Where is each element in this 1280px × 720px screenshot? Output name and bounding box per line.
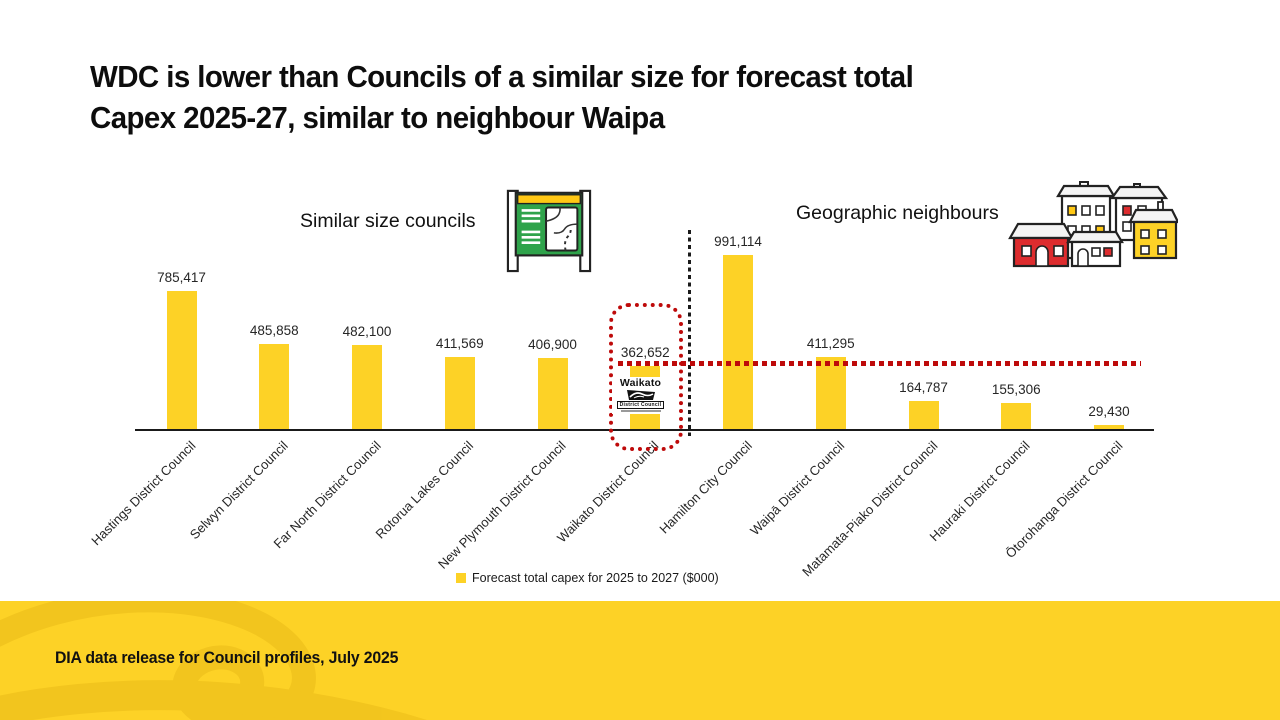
title-line-2: Capex 2025-27, similar to neighbour Waip… bbox=[90, 100, 665, 135]
value-label-hastings-district-council: 785,417 bbox=[157, 270, 206, 286]
category-label-selwyn-district-council: Selwyn District Council bbox=[186, 438, 291, 543]
koru-swirl-icon bbox=[626, 390, 655, 400]
x-axis-line bbox=[135, 429, 1154, 431]
footer-source-text: DIA data release for Council profiles, J… bbox=[55, 649, 399, 667]
category-label-waipā-district-council: Waipā District Council bbox=[747, 438, 848, 539]
value-label-waikato-district-council: 362,652 bbox=[620, 344, 670, 360]
waikato-district-council-logo: Waikato District Council bbox=[612, 377, 669, 414]
bar-hamilton-city-council bbox=[723, 255, 753, 430]
koru-swirl-decoration bbox=[0, 601, 427, 720]
category-label-hauraki-district-council: Hauraki District Council bbox=[926, 438, 1033, 545]
waikato-reference-dotted-line bbox=[618, 361, 1141, 366]
category-label-waikato-district-council: Waikato District Council bbox=[554, 438, 662, 546]
value-label-matamata-piako-district-council: 164,787 bbox=[899, 379, 948, 395]
value-label-waipā-district-council: 411,295 bbox=[806, 336, 855, 352]
logo-subtitle: District Council bbox=[616, 401, 665, 409]
bar-waipā-district-council bbox=[815, 357, 846, 430]
bar-matamata-piako-district-council bbox=[908, 400, 939, 430]
footer-band bbox=[0, 601, 1280, 720]
bar-selwyn-district-council bbox=[259, 344, 290, 430]
logo-title: Waikato bbox=[619, 377, 662, 389]
bar-hauraki-district-council bbox=[1001, 402, 1032, 430]
value-label-ōtorohanga-district-council: 29,430 bbox=[1088, 403, 1130, 419]
group-separator-dotted-line bbox=[688, 230, 691, 436]
title-line-1: WDC is lower than Councils of a similar … bbox=[90, 59, 914, 94]
value-label-new-plymouth-district-council: 406,900 bbox=[528, 337, 577, 353]
page-title: WDC is lower than Councils of a similar … bbox=[90, 56, 1145, 138]
bar-ōtorohanga-district-council bbox=[1094, 424, 1124, 430]
value-label-rotorua-lakes-council: 411,569 bbox=[435, 336, 484, 352]
bar-new-plymouth-district-council bbox=[537, 358, 568, 430]
bar-rotorua-lakes-council bbox=[444, 357, 475, 430]
value-label-hauraki-district-council: 155,306 bbox=[991, 381, 1041, 397]
value-label-selwyn-district-council: 485,858 bbox=[249, 323, 299, 339]
waikato-highlight-box bbox=[609, 303, 683, 451]
bar-far-north-district-council bbox=[352, 344, 382, 430]
legend-marker-icon bbox=[456, 573, 466, 583]
category-label-hamilton-city-council: Hamilton City Council bbox=[656, 438, 755, 537]
legend-label: Forecast total capex for 2025 to 2027 ($… bbox=[472, 571, 719, 585]
group-label-geographic-neighbours: Geographic neighbours bbox=[796, 202, 999, 224]
map-sign-icon bbox=[506, 189, 592, 273]
houses-icon bbox=[1008, 181, 1178, 268]
value-label-far-north-district-council: 482,100 bbox=[342, 323, 392, 339]
category-label-rotorua-lakes-council: Rotorua Lakes Council bbox=[372, 438, 477, 542]
legend: Forecast total capex for 2025 to 2027 ($… bbox=[456, 571, 719, 585]
category-label-hastings-district-council: Hastings District Council bbox=[87, 438, 199, 549]
bar-hastings-district-council bbox=[166, 291, 197, 430]
logo-tagline-strip bbox=[620, 410, 661, 412]
category-label-far-north-district-council: Far North District Council bbox=[270, 438, 384, 552]
group-label-similar-size: Similar size councils bbox=[300, 210, 476, 232]
value-label-hamilton-city-council: 991,114 bbox=[714, 234, 762, 249]
